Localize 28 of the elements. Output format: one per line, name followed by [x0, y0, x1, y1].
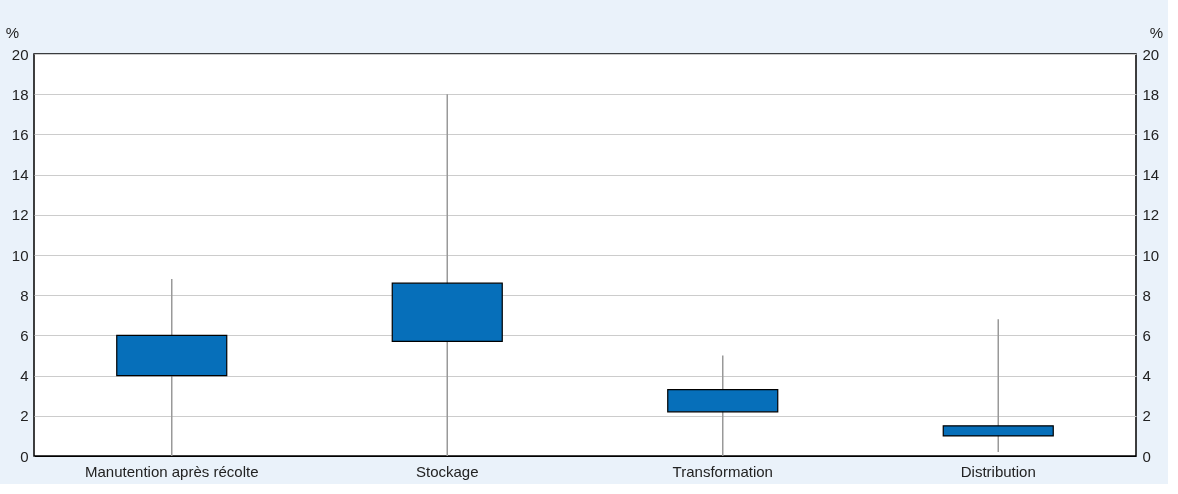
y-tick-label: 6: [20, 326, 29, 344]
y2-tick-label: 4: [1142, 367, 1151, 385]
y-axis-title: %: [5, 23, 20, 41]
y-tick-label: 12: [11, 206, 29, 224]
y-tick-label: 8: [20, 286, 29, 304]
y2-tick-label: 2: [1142, 407, 1151, 425]
y2-tick-label: 20: [1142, 45, 1160, 63]
y-tick-label: 2: [20, 407, 29, 425]
y2-tick-label: 8: [1142, 286, 1151, 304]
y-tick-label: 18: [11, 85, 29, 103]
x-tick-label: Manutention après récolte: [85, 462, 259, 480]
y2-tick-label: 10: [1142, 246, 1160, 264]
y2-tick-label: 14: [1142, 166, 1160, 184]
x-tick-label: Stockage: [415, 462, 479, 480]
y-tick-label: 4: [20, 367, 29, 385]
y-tick-label: 20: [11, 45, 29, 63]
x-tick-label: Transformation: [672, 462, 773, 480]
y-tick-label: 10: [11, 246, 29, 264]
y2-tick-label: 18: [1142, 85, 1160, 103]
y2-tick-label: 16: [1142, 125, 1160, 143]
y-tick-label: 0: [20, 447, 29, 465]
y2-tick-label: 6: [1142, 326, 1151, 344]
y-tick-label: 14: [11, 166, 29, 184]
y2-tick-label: 0: [1142, 447, 1151, 465]
x-tick-label: Distribution: [960, 462, 1036, 480]
y-tick-label: 16: [11, 125, 29, 143]
y2-tick-label: 12: [1142, 206, 1160, 224]
y2-axis-title: %: [1149, 23, 1164, 41]
